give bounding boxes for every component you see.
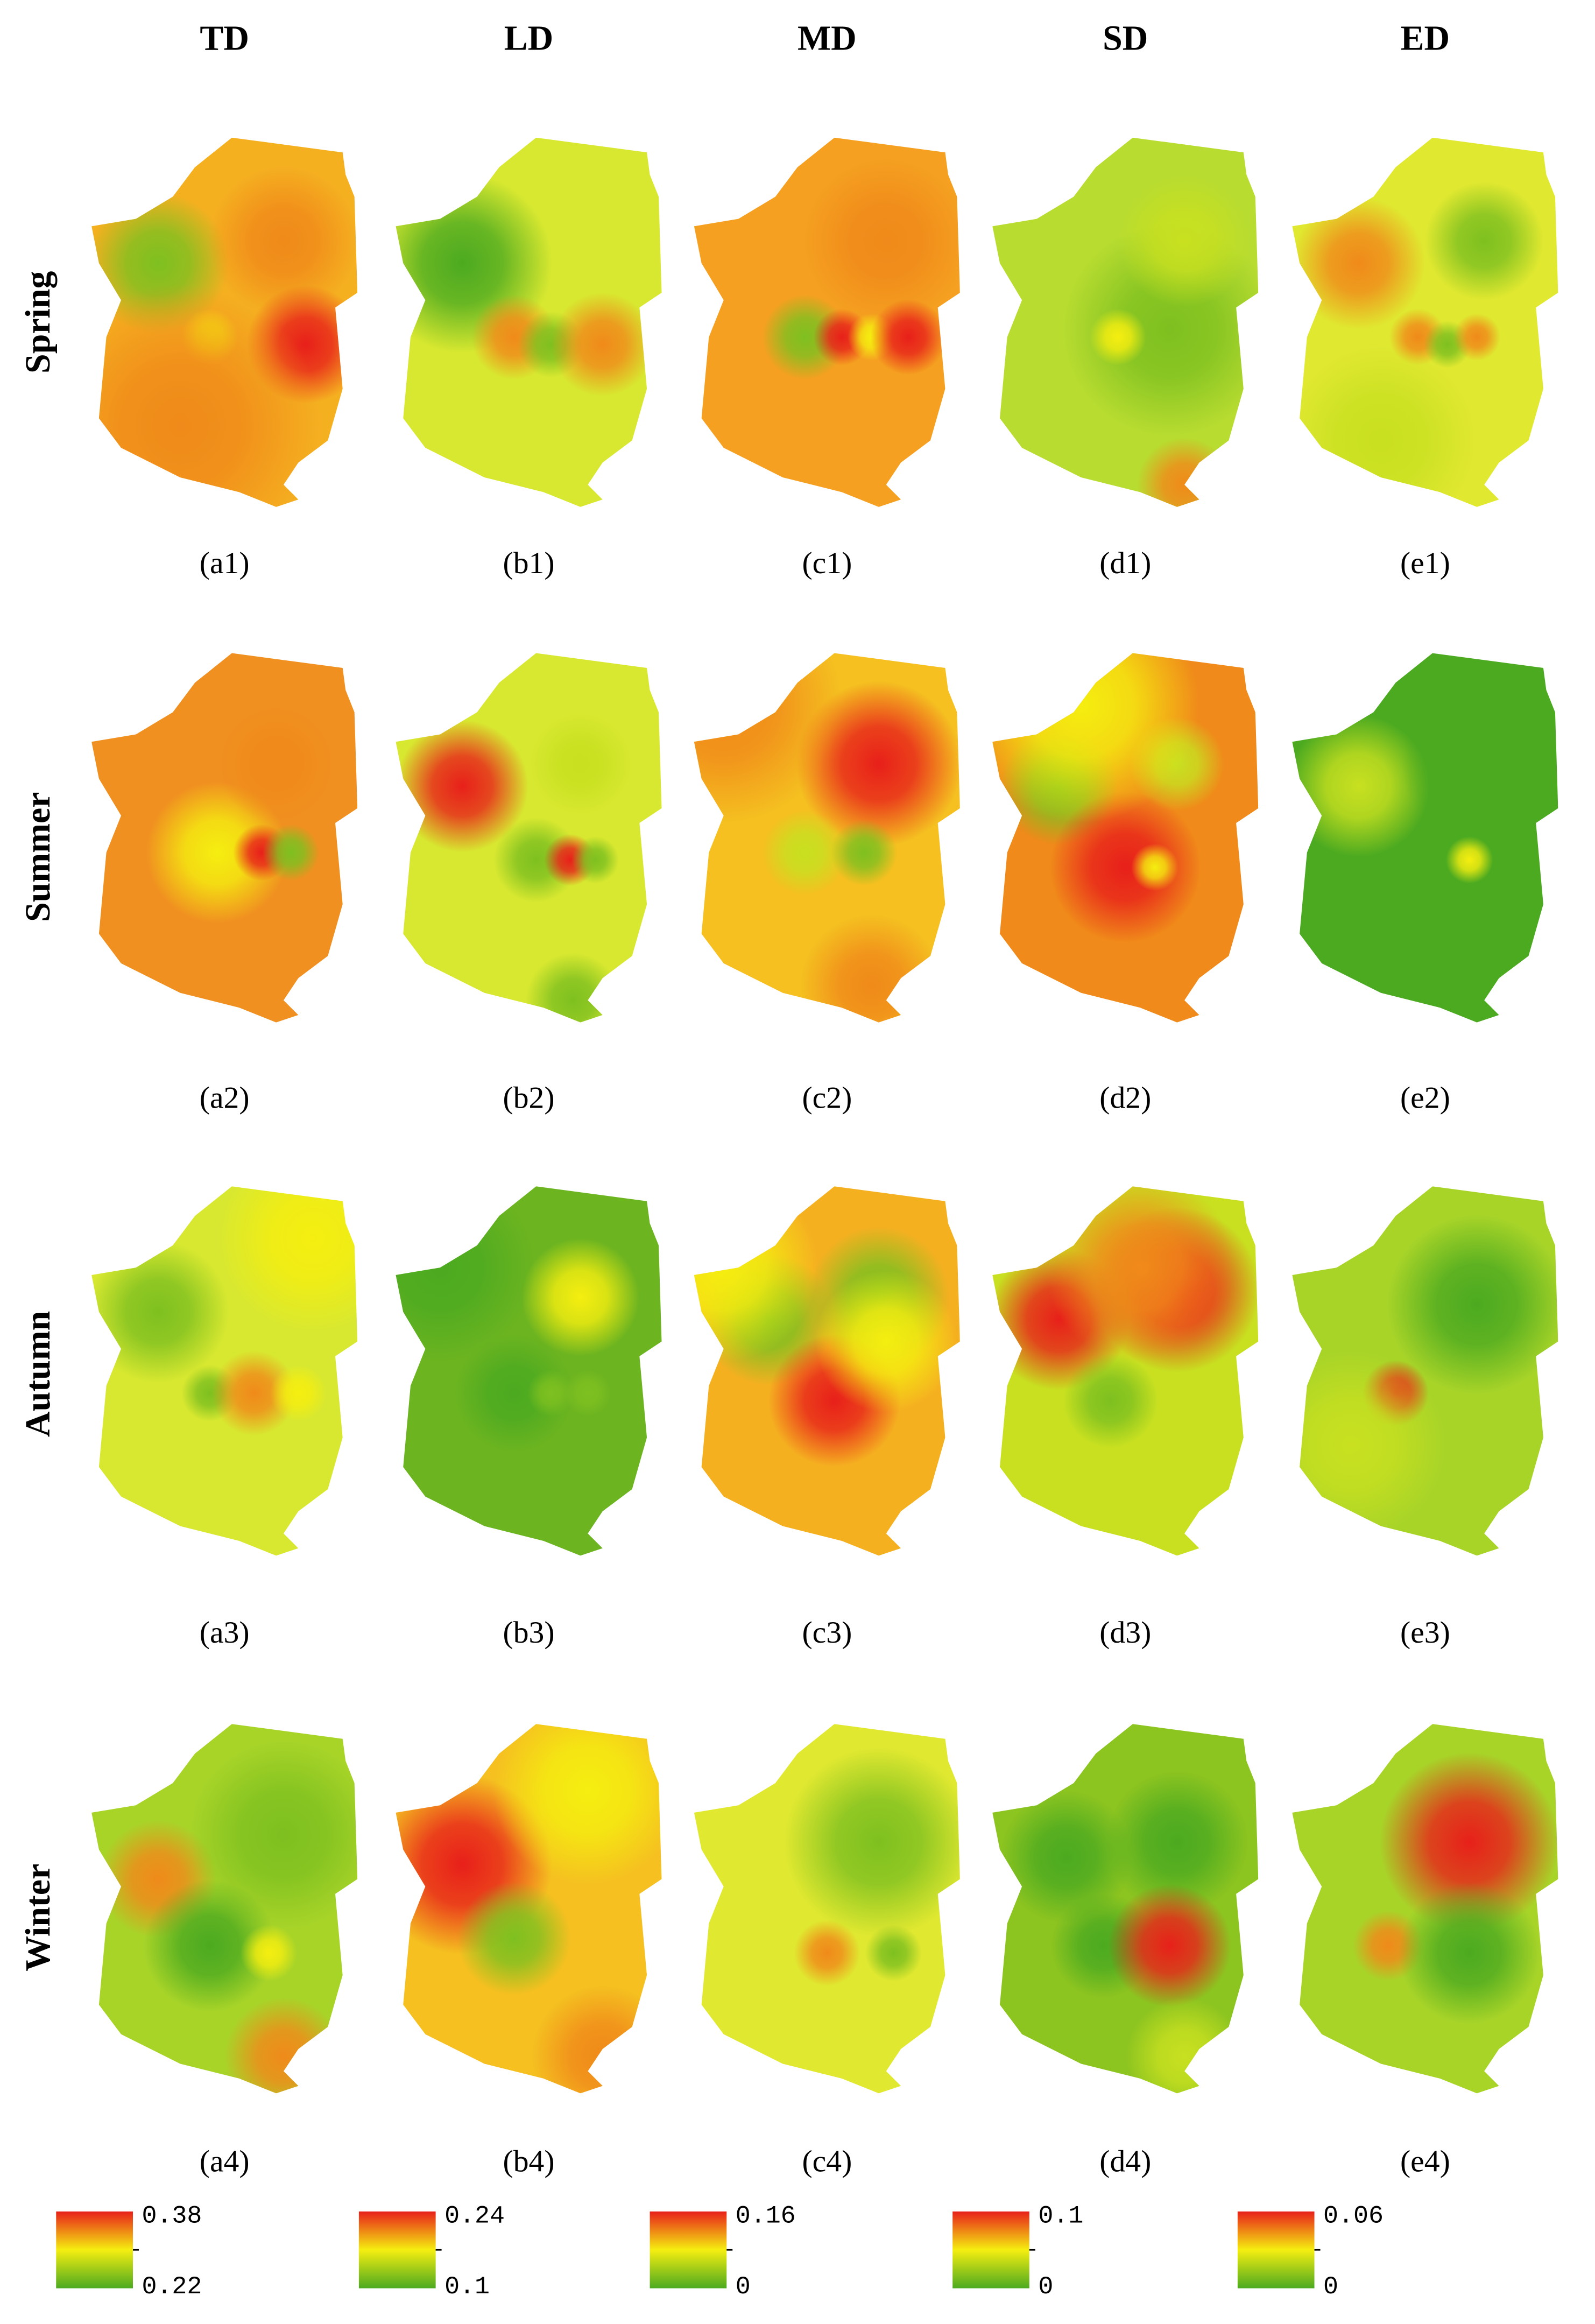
- row-label: Autumn: [18, 1311, 58, 1437]
- panel-label: (b4): [503, 2144, 555, 2178]
- map: [91, 1724, 358, 2094]
- map: [1292, 653, 1558, 1023]
- panel-label: (a2): [200, 1081, 250, 1115]
- map: [694, 1724, 960, 2094]
- panel-label: (c4): [802, 2144, 852, 2178]
- map: [694, 137, 960, 507]
- panel-label: (d3): [1099, 1616, 1151, 1650]
- column-header: TD: [200, 18, 249, 58]
- column-header: MD: [798, 18, 857, 58]
- panel-label: (a1): [200, 546, 250, 580]
- legend-ramp: [1237, 2211, 1315, 2288]
- column-header: LD: [504, 18, 554, 58]
- legend-max: 0.1: [1038, 2202, 1083, 2230]
- panel-label: (e4): [1400, 2144, 1450, 2178]
- legend-max: 0.06: [1323, 2202, 1384, 2230]
- map: [396, 137, 662, 507]
- map: [396, 1186, 662, 1556]
- legend-ramp: [358, 2211, 436, 2288]
- map: [992, 653, 1259, 1023]
- panel-label: (a3): [200, 1616, 250, 1650]
- panel-label: (d2): [1099, 1081, 1151, 1115]
- map: [992, 137, 1259, 507]
- panel-label: (b2): [503, 1081, 555, 1115]
- column-header: ED: [1401, 18, 1450, 58]
- panel-label: (d1): [1099, 546, 1151, 580]
- map: [91, 1186, 358, 1556]
- panel-label: (c1): [802, 546, 852, 580]
- map: [396, 1724, 662, 2094]
- legend-max: 0.38: [142, 2202, 202, 2230]
- panel-label: (e1): [1400, 546, 1450, 580]
- map: [91, 137, 358, 507]
- map: [1292, 1724, 1558, 2094]
- legend-max: 0.24: [444, 2202, 505, 2230]
- panel-label: (a4): [200, 2144, 250, 2178]
- panel-label: (c2): [802, 1081, 852, 1115]
- map: [1292, 1186, 1558, 1556]
- map: [694, 1186, 960, 1556]
- panel-label: (e2): [1400, 1081, 1450, 1115]
- legend-ramp: [650, 2211, 727, 2288]
- legend-min: 0: [1038, 2273, 1053, 2301]
- map: [1292, 137, 1558, 507]
- map: [91, 653, 358, 1023]
- panel-label: (c3): [802, 1616, 852, 1650]
- legend-min: 0: [736, 2273, 751, 2301]
- legend-min: 0.1: [444, 2273, 490, 2301]
- panel-label: (b3): [503, 1616, 555, 1650]
- legend-ramp: [56, 2211, 133, 2288]
- map: [992, 1724, 1259, 2094]
- row-label: Winter: [18, 1864, 58, 1971]
- panel-label: (e3): [1400, 1616, 1450, 1650]
- row-label: Spring: [18, 271, 58, 374]
- map: [992, 1186, 1259, 1556]
- panel-label: (d4): [1099, 2144, 1151, 2178]
- legend-max: 0.16: [736, 2202, 796, 2230]
- map: [396, 653, 662, 1023]
- legend-ramp: [952, 2211, 1029, 2288]
- legend-min: 0.22: [142, 2273, 202, 2301]
- column-header: SD: [1103, 18, 1148, 58]
- legend-min: 0: [1323, 2273, 1338, 2301]
- row-label: Summer: [18, 792, 58, 922]
- map: [694, 653, 960, 1023]
- panel-label: (b1): [503, 546, 555, 580]
